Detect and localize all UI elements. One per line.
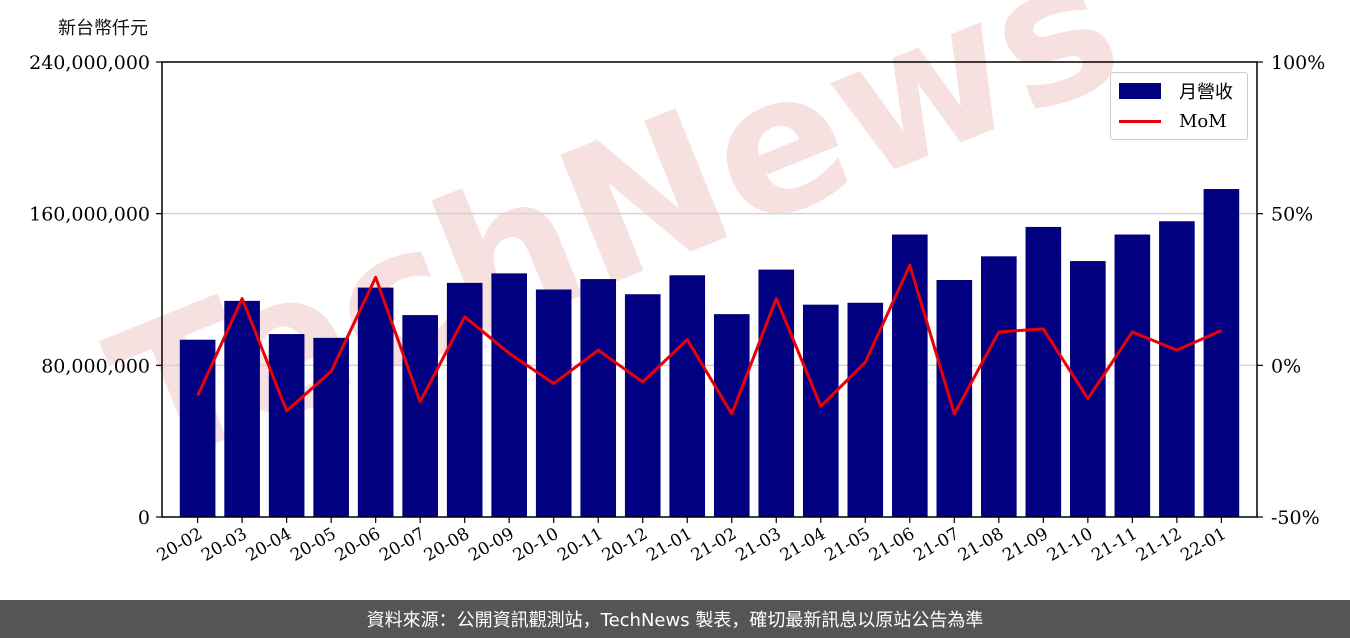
x-tick-label: 20-07 <box>376 524 428 566</box>
x-tick-label: 20-09 <box>465 524 517 566</box>
x-tick-label: 20-03 <box>198 524 250 566</box>
y-left-tick-label: 160,000,000 <box>29 204 150 226</box>
revenue-bar <box>758 269 795 517</box>
x-tick-label: 21-05 <box>821 524 873 566</box>
revenue-bar <box>981 256 1017 517</box>
x-tick-label: 21-03 <box>732 524 784 566</box>
revenue-bar <box>535 289 572 517</box>
x-tick-label: 21-10 <box>1044 524 1096 566</box>
revenue-bar <box>1070 261 1106 517</box>
revenue-bar <box>357 287 394 517</box>
revenue-bar <box>713 314 750 517</box>
y-right-tick-label: 50% <box>1271 204 1313 226</box>
source-footer: 資料來源：公開資訊觀測站，TechNews 製表，確切最新訊息以原站公告為準 <box>0 600 1350 638</box>
legend-bar-swatch <box>1119 83 1161 99</box>
bars-layer <box>179 189 1240 518</box>
x-tick-label: 21-11 <box>1088 524 1140 566</box>
y-left-tick-label: 240,000,000 <box>29 52 150 74</box>
y-left-tick-label: 0 <box>138 507 150 529</box>
x-tick-label: 21-09 <box>999 524 1051 566</box>
revenue-bar <box>402 315 438 517</box>
revenue-bar <box>669 275 706 517</box>
mom-series-line <box>196 263 1222 416</box>
revenue-bar <box>580 279 617 517</box>
revenue-bar <box>313 337 349 517</box>
legend-item-revenue: 月營收 <box>1119 79 1233 103</box>
x-tick-label: 21-01 <box>643 524 695 566</box>
revenue-bar <box>446 282 483 517</box>
x-tick-label: 20-02 <box>154 524 206 566</box>
x-tick-label: 21-02 <box>688 524 740 566</box>
chart-svg: TechNews 080,000,000160,000,000240,000,0… <box>29 0 1325 566</box>
revenue-bar <box>224 300 260 517</box>
x-tick-label: 20-10 <box>510 524 562 566</box>
revenue-bar <box>1159 221 1195 517</box>
legend-line-swatch <box>1119 119 1161 123</box>
x-tick-label: 20-06 <box>332 524 384 566</box>
revenue-bar <box>892 234 928 518</box>
x-tick-label: 21-08 <box>955 524 1007 566</box>
y-axis-unit-label: 新台幣仟元 <box>58 18 148 39</box>
y-right-tick-label: 0% <box>1271 355 1301 377</box>
x-tick-label: 22-01 <box>1177 524 1229 566</box>
y-right-tick-label: 100% <box>1271 52 1325 74</box>
legend-label-mom: MoM <box>1179 110 1227 132</box>
revenue-bar <box>1114 234 1151 518</box>
x-tick-label: 20-08 <box>421 524 473 566</box>
revenue-bar <box>491 273 527 517</box>
x-tick-label: 21-07 <box>910 524 962 566</box>
revenue-bar <box>936 280 973 517</box>
x-tick-label: 21-12 <box>1133 524 1185 566</box>
x-tick-label: 21-06 <box>866 524 918 566</box>
y-left-tick-label: 80,000,000 <box>41 355 150 377</box>
x-tick-label: 20-12 <box>599 524 651 566</box>
legend-item-mom: MoM <box>1119 109 1227 133</box>
legend: 月營收 MoM <box>1110 72 1248 140</box>
chart-area: 新台幣仟元 TechNews 0 80,000,000 160,000,000 240… <box>29 0 1325 566</box>
revenue-bar <box>1203 189 1240 518</box>
plot-frame <box>161 61 1258 518</box>
revenue-bar <box>624 294 661 517</box>
y-right-tick-label: -50% <box>1271 507 1320 529</box>
revenue-bar <box>802 304 839 517</box>
x-tick-label: 20-05 <box>287 524 339 566</box>
footer-text: 資料來源：公開資訊觀測站，TechNews 製表，確切最新訊息以原站公告為準 <box>366 610 984 631</box>
legend-label-revenue: 月營收 <box>1179 82 1233 103</box>
revenue-bar <box>1025 226 1062 517</box>
x-tick-label: 21-04 <box>777 524 829 566</box>
x-tick-label: 20-04 <box>243 524 295 566</box>
x-tick-label: 20-11 <box>554 524 606 566</box>
revenue-bar <box>268 334 305 517</box>
